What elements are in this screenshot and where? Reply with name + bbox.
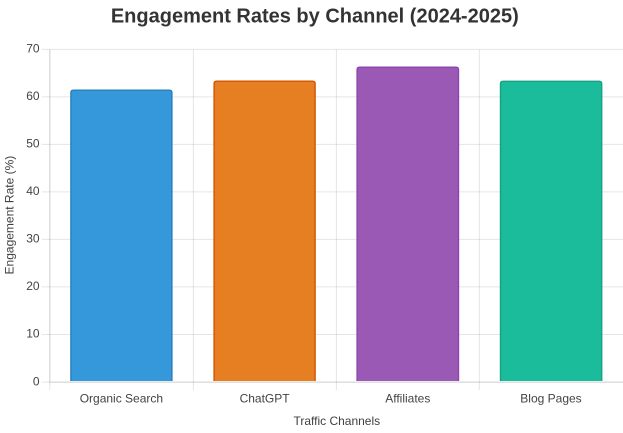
svg-text:Traffic Channels: Traffic Channels — [293, 414, 380, 428]
svg-text:Blog Pages: Blog Pages — [520, 392, 581, 406]
svg-text:ChatGPT: ChatGPT — [240, 392, 291, 406]
svg-text:Organic Search: Organic Search — [80, 392, 163, 406]
svg-text:40: 40 — [26, 184, 40, 198]
svg-text:30: 30 — [26, 232, 40, 246]
svg-text:50: 50 — [26, 137, 40, 151]
svg-text:60: 60 — [26, 89, 40, 103]
svg-text:Engagement Rate (%): Engagement Rate (%) — [3, 156, 17, 275]
svg-text:20: 20 — [26, 279, 40, 293]
svg-text:0: 0 — [33, 374, 40, 388]
svg-text:70: 70 — [26, 42, 40, 56]
svg-text:10: 10 — [26, 327, 40, 341]
svg-text:Engagement Rates by Channel (2: Engagement Rates by Channel (2024-2025) — [111, 6, 519, 28]
svg-text:Affiliates: Affiliates — [385, 392, 430, 406]
